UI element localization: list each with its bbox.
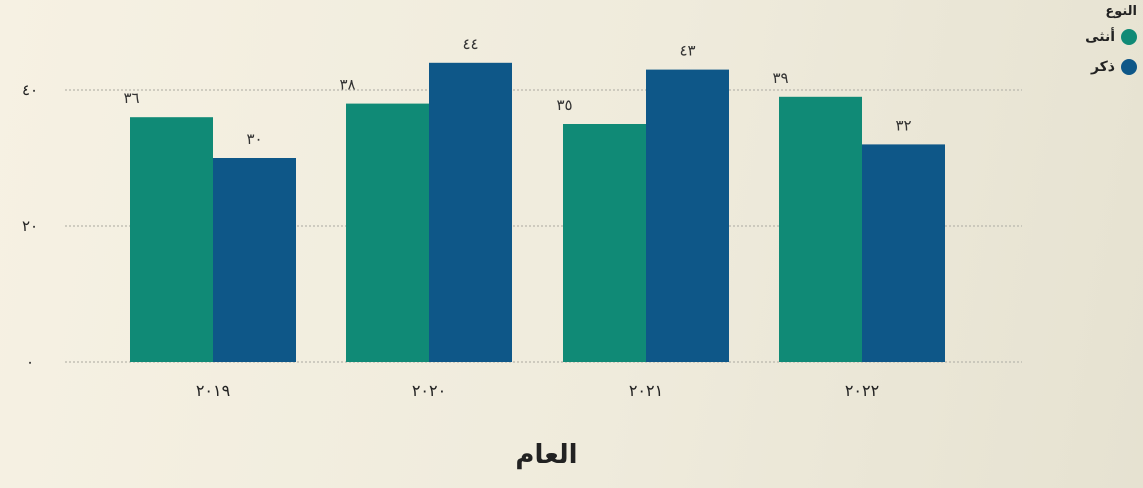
bar bbox=[646, 69, 729, 362]
legend-item-male: ذكر bbox=[1085, 59, 1137, 75]
x-axis-title: العام bbox=[515, 440, 578, 470]
y-tick-label: ٤٠ bbox=[22, 81, 38, 99]
data-label: ٣٢ bbox=[895, 116, 911, 134]
data-label: ٣٩ bbox=[772, 69, 788, 87]
legend: النوع أنثى ذكر bbox=[1085, 4, 1137, 89]
legend-swatch-female bbox=[1121, 29, 1137, 45]
bar bbox=[862, 144, 945, 362]
bar bbox=[563, 124, 646, 362]
bar bbox=[213, 158, 296, 362]
data-label: ٣٠ bbox=[246, 130, 262, 148]
legend-item-female: أنثى bbox=[1085, 29, 1137, 45]
legend-label-female: أنثى bbox=[1085, 29, 1115, 45]
legend-title: النوع bbox=[1105, 4, 1137, 19]
data-label: ٣٨ bbox=[339, 76, 355, 94]
x-tick-label: ٢٠٢١ bbox=[629, 381, 663, 400]
data-label: ٤٤ bbox=[462, 35, 478, 53]
legend-swatch-male bbox=[1121, 59, 1137, 75]
x-tick-label: ٢٠٢٢ bbox=[845, 381, 879, 400]
data-label: ٣٦ bbox=[123, 89, 139, 107]
bar bbox=[779, 96, 862, 363]
bar bbox=[130, 117, 213, 362]
bar bbox=[346, 103, 429, 362]
bar bbox=[429, 62, 512, 363]
data-label: ٣٥ bbox=[556, 96, 572, 114]
y-tick-label: ٢٠ bbox=[22, 217, 38, 235]
x-tick-label: ٢٠١٩ bbox=[196, 381, 230, 400]
legend-label-male: ذكر bbox=[1090, 59, 1115, 75]
data-label: ٤٣ bbox=[679, 42, 695, 60]
y-tick-label: ٠ bbox=[26, 353, 34, 371]
x-tick-label: ٢٠٢٠ bbox=[412, 381, 446, 400]
